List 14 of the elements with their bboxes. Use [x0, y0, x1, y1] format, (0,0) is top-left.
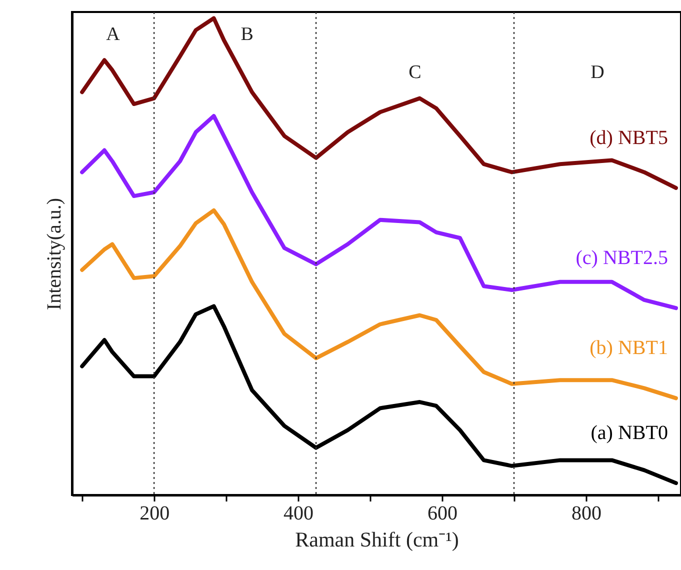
series-label: (b) NBT1 — [590, 337, 668, 360]
x-axis-title: Raman Shift (cm⁻¹) — [295, 528, 459, 552]
x-tick-label: 600 — [428, 502, 458, 524]
annotation: D — [590, 62, 604, 83]
x-tick-label: 400 — [284, 502, 314, 524]
annotation: C — [408, 62, 422, 83]
annotation: B — [240, 24, 254, 45]
x-tick-label: 800 — [571, 502, 602, 524]
x-tick-label: 200 — [140, 502, 170, 524]
series-label: (a) NBT0 — [590, 422, 668, 444]
annotation: A — [106, 24, 120, 45]
y-axis-title: Intensity(a.u.) — [44, 198, 66, 310]
series-label: (c) NBT2.5 — [576, 247, 668, 270]
series-label: (d) NBT5 — [590, 126, 668, 149]
